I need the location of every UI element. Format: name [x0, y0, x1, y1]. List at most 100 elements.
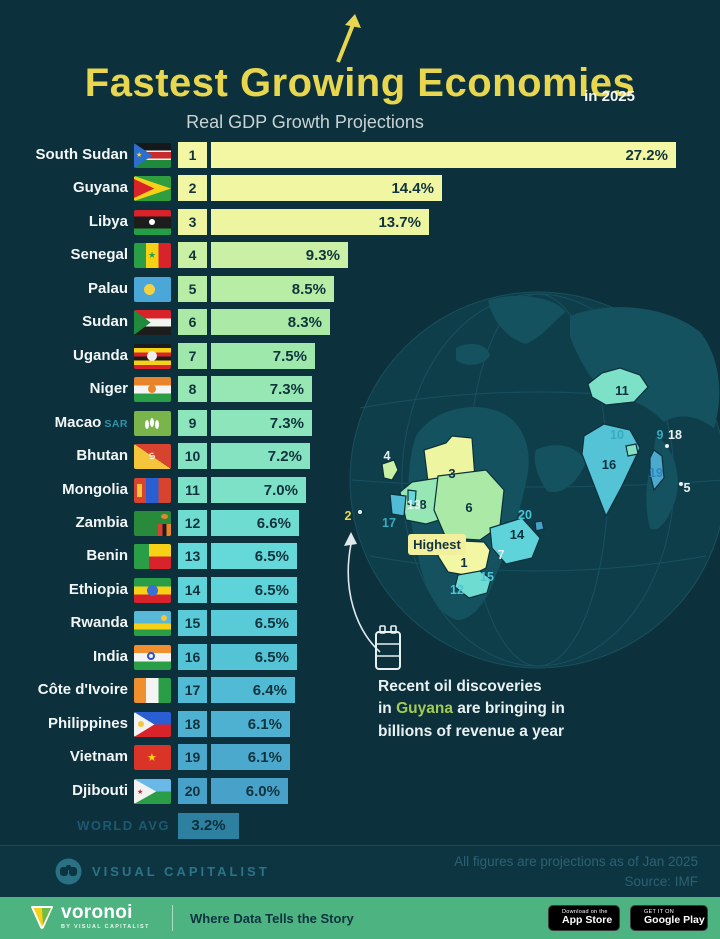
flag-ethiopia-icon: [134, 578, 171, 603]
flag-vietnam-icon: [134, 745, 171, 770]
callout-guyana: Guyana: [396, 700, 453, 718]
chart-row: Ethiopia 14 6.5%: [0, 577, 720, 603]
gdp-value: 6.6%: [256, 514, 291, 532]
map-marker-6: 6: [465, 500, 472, 515]
footer-credits: VISUAL CAPITALIST All figures are projec…: [0, 845, 720, 897]
flag-benin-icon: [134, 544, 171, 569]
flag-south-sudan-icon: [134, 143, 171, 168]
source-label: Source: IMF: [624, 874, 698, 890]
gdp-value: 14.4%: [391, 179, 434, 197]
map-marker-8: 8: [419, 497, 426, 512]
rank-badge: 2: [178, 175, 207, 201]
map-marker-11: 11: [615, 383, 629, 398]
country-label: India: [92, 648, 128, 665]
gdp-value: 13.7%: [378, 213, 421, 231]
map-country-zambia: [454, 570, 492, 599]
gdp-value: 7.5%: [272, 347, 307, 365]
flag-niger-icon: [134, 377, 171, 402]
rank-badge: 5: [178, 276, 207, 302]
chart-row: Niger 8 7.3%: [0, 376, 720, 402]
country-suffix: SAR: [104, 418, 128, 430]
flag-palau-icon: [134, 277, 171, 302]
title-year: in 2025: [584, 88, 635, 105]
country-label: Mongolia: [62, 481, 128, 498]
gdp-value: 6.0%: [245, 782, 280, 800]
rank-badge: 17: [178, 677, 207, 703]
chart-row: Guyana 2 14.4%: [0, 175, 720, 201]
gdp-bar: 6.6%: [211, 510, 299, 536]
chart-row: Vietnam 19 6.1%: [0, 744, 720, 770]
growth-arrow-icon: [336, 14, 361, 63]
callout-line3: billions of revenue a year: [378, 722, 565, 740]
country-label: Niger: [89, 380, 128, 397]
gdp-bar: 7.2%: [211, 443, 310, 469]
chart-row: India 16 6.5%: [0, 644, 720, 670]
visual-capitalist-wordmark: VISUAL CAPITALIST: [92, 864, 270, 879]
gdp-value: 8.5%: [291, 280, 326, 298]
callout-line2-post: are bringing in: [452, 700, 565, 718]
flag-djibouti-icon: [134, 779, 171, 804]
map-country-vietnam: [649, 449, 665, 492]
chart-row: Benin 13 6.5%: [0, 543, 720, 569]
country-label: South Sudan: [35, 146, 129, 163]
oil-barrel-icon: [375, 625, 401, 670]
gdp-value: 7.2%: [267, 447, 302, 465]
map-country-bhutan: [625, 443, 639, 457]
gdp-bar: 7.0%: [211, 477, 306, 503]
footer-divider: [172, 905, 173, 931]
flag-zambia-icon: [134, 511, 171, 536]
country-label: Djibouti: [72, 782, 128, 799]
highest-badge-label: Highest: [413, 537, 461, 552]
gdp-value: 27.2%: [625, 146, 668, 164]
map-country-benin: [407, 489, 417, 507]
rank-badge: 1: [178, 142, 207, 168]
chart-row: Rwanda 15 6.5%: [0, 610, 720, 636]
country-label: Bhutan: [76, 447, 128, 464]
google-play-badge[interactable]: GET IT ON Google Play: [630, 905, 708, 931]
gdp-bar: 8.3%: [211, 309, 330, 335]
world-avg-label: WORLD AVG: [77, 818, 170, 833]
rank-badge: 15: [178, 610, 207, 636]
gdp-bar: 9.3%: [211, 242, 348, 268]
map-marker-13: 13: [407, 498, 421, 512]
chart-row: Côte d'Ivoire 17 6.4%: [0, 677, 720, 703]
map-marker-5: 5: [684, 481, 691, 495]
source-note: All figures are projections as of Jan 20…: [454, 852, 698, 893]
country-label: Rwanda: [70, 614, 128, 631]
chart-subtitle: Real GDP Growth Projections: [186, 112, 424, 132]
gdp-bar: 6.5%: [211, 577, 297, 603]
map-marker-17: 17: [382, 516, 396, 530]
country-label: Philippines: [47, 715, 128, 732]
voronoi-wordmark: voronoi: [61, 902, 133, 923]
chart-row: Senegal 4 9.3%: [0, 242, 720, 268]
gdp-value: 6.5%: [254, 648, 289, 666]
gdp-bar: 14.4%: [211, 175, 442, 201]
map-country-india: [581, 423, 641, 518]
page-title: Fastest Growing Economies: [84, 60, 636, 105]
flag-sudan-icon: [134, 310, 171, 335]
callout-line2-pre: in: [378, 700, 397, 718]
rank-badge: 13: [178, 543, 207, 569]
chart-row: Uganda 7 7.5%: [0, 343, 720, 369]
gdp-bar: 6.5%: [211, 610, 297, 636]
world-avg-bar: 3.2%: [178, 813, 239, 839]
gdp-value: 9.3%: [305, 246, 340, 264]
rank-badge: 10: [178, 443, 207, 469]
app-store-badge-top: Download on the: [562, 908, 608, 915]
gdp-bar: 6.1%: [211, 711, 290, 737]
gdp-bar: 7.3%: [211, 376, 312, 402]
chart-row: South Sudan 1 27.2%: [0, 142, 720, 168]
country-label: Libya: [88, 213, 128, 230]
gdp-value: 6.1%: [247, 748, 282, 766]
voronoi-icon: [31, 905, 53, 929]
country-label: Benin: [86, 547, 128, 564]
chart-row: Bhutan 10 7.2%: [0, 443, 720, 469]
map-country-cote-divoire: [389, 493, 407, 517]
country-label: Sudan: [82, 313, 128, 330]
chart-row: Palau 5 8.5%: [0, 276, 720, 302]
rank-badge: 12: [178, 510, 207, 536]
app-store-badge[interactable]: Download on the App Store: [548, 905, 620, 931]
gdp-value: 6.5%: [254, 581, 289, 599]
